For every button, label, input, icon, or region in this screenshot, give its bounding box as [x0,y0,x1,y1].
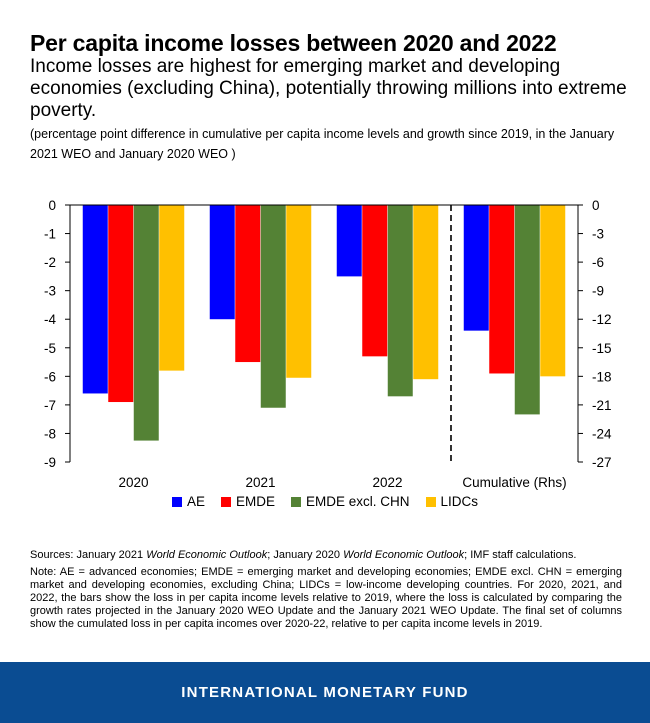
legend-item: AE [171,494,205,509]
legend-label: EMDE excl. CHN [306,494,410,509]
bar-lidcs-3 [540,205,566,377]
left-tick-label: -8 [44,426,56,441]
right-tick-label: -6 [592,255,604,270]
left-tick-label: 0 [48,198,56,213]
right-tick-label: -15 [592,341,612,356]
bar-lidcs-2 [413,205,439,380]
x-tick-label: 2022 [372,475,402,490]
bar-emde-excl-chn-3 [514,205,540,415]
bar-ae-3 [463,205,489,331]
legend-item: EMDE [220,494,275,509]
x-tick-label: Cumulative (Rhs) [462,475,566,490]
bar-lidcs-1 [286,205,312,378]
bar-emde-2 [362,205,388,357]
right-tick-label: -12 [592,312,612,327]
left-tick-label: -4 [44,312,56,327]
bar-emde-1 [235,205,261,363]
bar-ae-1 [209,205,235,320]
right-tick-label: -24 [592,426,612,441]
bar-emde-excl-chn-2 [387,205,413,397]
left-tick-label: -3 [44,284,56,299]
bar-emde-excl-chn-1 [260,205,286,408]
right-tick-label: -18 [592,369,612,384]
legend-item: LIDCs [425,494,479,509]
sources-prefix: Sources: January 2021 [30,549,147,561]
legend-swatch [425,496,436,507]
x-tick-label: 2021 [245,475,275,490]
left-tick-label: -6 [44,369,56,384]
right-tick-label: -21 [592,398,612,413]
right-tick-label: -3 [592,227,604,242]
left-tick-label: -9 [44,455,56,470]
legend-label: AE [186,494,205,509]
legend-swatch [291,496,301,507]
legend-item: EMDE excl. CHN [291,494,410,509]
footer-banner: INTERNATIONAL MONETARY FUND [0,662,650,723]
legend-swatch [220,496,231,507]
sources-title-2: World Economic Outlook [343,549,465,561]
sources-title-1: World Economic Outlook [146,549,268,561]
bar-lidcs-0 [159,205,185,371]
x-tick-label: 2020 [118,475,148,490]
left-tick-label: -1 [44,227,56,242]
chart-title: Per capita income losses between 2020 an… [30,30,557,56]
right-tick-label: 0 [592,198,600,213]
chart-legend: AE EMDE EMDE excl. CHN LIDCs [0,494,650,509]
bar-emde-3 [489,205,515,374]
bar-emde-excl-chn-0 [133,205,159,441]
bar-chart: 2020 2021 2022 Cumulative (Rhs) 0 -1 -2 -3 -4 -5 -… [44,198,612,490]
bar-ae-2 [336,205,362,277]
units-note: (percentage point difference in cumulati… [30,127,615,161]
right-tick-label: -27 [592,455,612,470]
chart-subtitle: Income losses are highest for emerging m… [30,56,627,121]
legend-label: EMDE [235,494,275,509]
imf-brand: INTERNATIONAL MONETARY FUND [181,684,469,701]
left-tick-label: -5 [44,341,56,356]
sources-mid: ; January 2020 [267,549,344,561]
right-tick-label: -9 [592,284,604,299]
legend-swatch [171,496,182,507]
sources-suffix: ; IMF staff calculations. [464,549,577,561]
legend-label: LIDCs [440,494,479,509]
left-tick-label: -2 [44,255,56,270]
bar-emde-0 [108,205,134,403]
notes-text: Note: AE = advanced economies; EMDE = em… [30,566,622,630]
left-tick-label: -7 [44,398,56,413]
sources-text: Sources: January 2021 World Economic Out… [30,549,622,562]
bar-ae-0 [82,205,108,394]
